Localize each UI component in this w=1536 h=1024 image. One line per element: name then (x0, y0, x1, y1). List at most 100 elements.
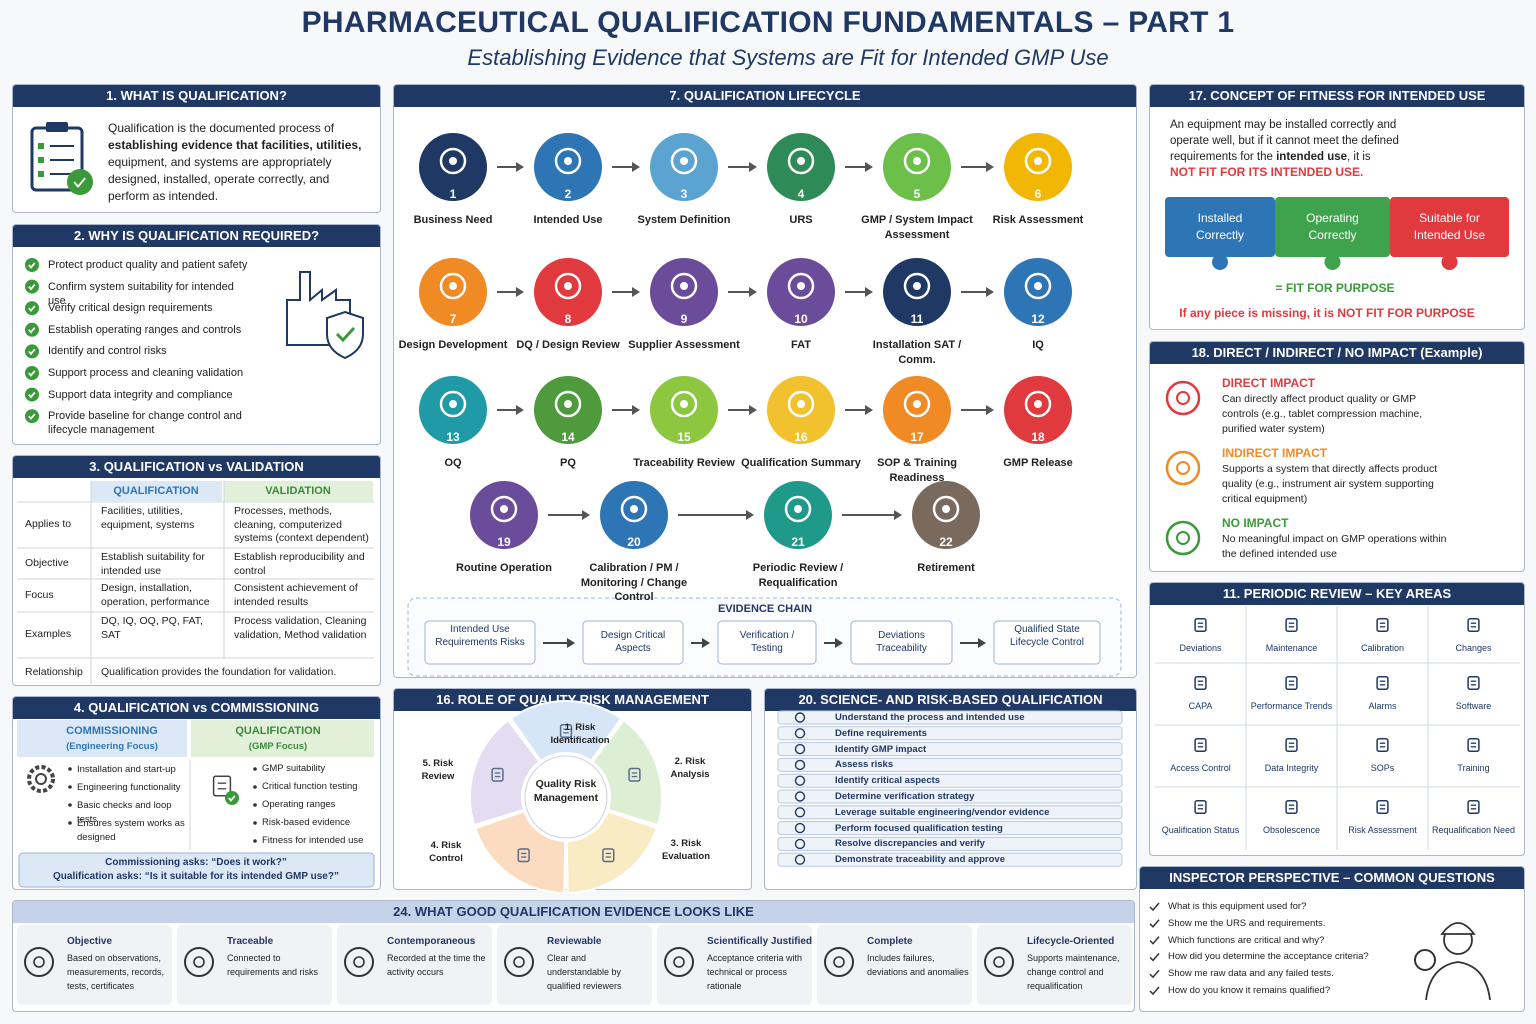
puzzle-label: Operating Correctly (1306, 211, 1359, 242)
step-label: DQ / Design Review (516, 339, 620, 351)
question: Which functions are critical and why? (1168, 934, 1325, 946)
risk-center-label: Quality Risk Management (533, 778, 599, 804)
review-area: Qualification Status (1161, 825, 1240, 835)
why-item: Provide baseline for change control and … (48, 410, 242, 437)
review-area: Obsolescence (1262, 825, 1321, 835)
why-item: Support process and cleaning validation (48, 367, 244, 379)
paragraph: An equipment may be installed correctly … (1170, 117, 1420, 165)
cell: Processes, methods, cleaning, computeriz… (234, 505, 369, 544)
science-item: Assess risks (835, 759, 894, 771)
step-label: Installation SAT / Comm. (872, 339, 962, 366)
science-item: Identify GMP impact (835, 743, 927, 755)
card-text: Acceptance criteria with technical or pr… (707, 953, 803, 991)
question: Show me the URS and requirements. (1168, 917, 1326, 929)
card-heading: Traceable (227, 936, 274, 947)
panel-title: INSPECTOR PERSPECTIVE – COMMON QUESTIONS (1140, 867, 1524, 889)
step-number: 17 (910, 430, 924, 444)
impact-text: Supports a system that directly affects … (1222, 463, 1438, 505)
card-heading: Lifecycle-Oriented (1027, 936, 1115, 947)
step-number: 4 (797, 187, 805, 201)
cell: Qualification provides the foundation fo… (101, 666, 337, 678)
card-text: Connected to requirements and risks (227, 953, 319, 977)
step-label: OQ (444, 457, 462, 469)
chain-item: Deviations Traceability (876, 630, 927, 654)
chain-item: Qualified State Lifecycle Control (1010, 623, 1084, 648)
text-run: Qualification is the documented process … (108, 121, 335, 135)
step-number: 16 (794, 430, 808, 444)
question: How did you determine the acceptance cri… (1168, 951, 1369, 963)
card-text: Supports maintenance, change control and… (1027, 953, 1120, 991)
list-item: Basic checks and loop tests (77, 800, 172, 825)
step-label: Qualification Summary (741, 457, 861, 469)
panel-title: 16. ROLE OF QUALITY RISK MANAGEMENT (394, 689, 751, 711)
step-number: 13 (446, 430, 460, 444)
impact-heading: DIRECT IMPACT (1222, 376, 1316, 390)
review-area: Training (1457, 763, 1490, 773)
row-label: Applies to (25, 518, 72, 530)
panel: 11. PERIODIC REVIEW – KEY AREAS (1149, 582, 1525, 856)
step-number: 6 (1034, 187, 1042, 201)
panel-title: 18. DIRECT / INDIRECT / NO IMPACT (Examp… (1150, 342, 1524, 364)
science-item: Leverage suitable engineering/vendor evi… (835, 806, 1050, 818)
paragraph: Qualification is the documented process … (108, 120, 370, 205)
question: Show me raw data and any failed tests. (1168, 968, 1334, 980)
step-number: 20 (627, 535, 641, 549)
step-label: IQ (1032, 339, 1044, 351)
card-text: Based on observations, measurements, rec… (67, 953, 165, 991)
card-heading: Contemporaneous (387, 936, 476, 947)
list-item: Engineering functionality (77, 782, 181, 793)
step-number: 15 (677, 430, 691, 444)
review-area: Performance Trends (1250, 701, 1333, 711)
review-area: Deviations (1179, 643, 1222, 653)
science-item: Define requirements (835, 727, 927, 739)
cell: Facilities, utilities, equipment, system… (101, 505, 195, 531)
list-item: Operating ranges (262, 799, 336, 810)
why-item: Support data integrity and compliance (48, 388, 233, 401)
cell: Process validation, Cleaning validation,… (234, 615, 367, 641)
step-label: Periodic Review / Requalification (752, 562, 844, 589)
footer-line: Commissioning asks: “Does it work?” (105, 857, 287, 868)
chain-item: Design Critical Aspects (600, 630, 666, 654)
why-item: Establish operating ranges and controls (48, 323, 242, 336)
step-label: Calibration / PM / Monitoring / Change C… (580, 562, 688, 603)
why-item: Protect product quality and patient safe… (48, 259, 248, 271)
step-label: GMP / System Impact Assessment (861, 214, 973, 241)
science-item: Determine verification strategy (835, 791, 975, 802)
conclusion: NOT FIT FOR ITS INTENDED USE. (1170, 165, 1364, 179)
segment-label: 5. Risk Review (421, 758, 455, 782)
column-head: QUALIFICATION (235, 725, 321, 737)
footer-line: Qualification asks: “Is it suitable for … (53, 871, 339, 882)
step-label: Supplier Assessment (628, 339, 740, 351)
step-label: Business Need (413, 214, 493, 226)
cell: Establish suitability for intended use (101, 551, 205, 577)
step-label: SOP & Training Readiness (877, 457, 957, 484)
step-label: Risk Assessment (992, 214, 1084, 226)
cell: Consistent achievement of intended resul… (234, 582, 358, 608)
list-item: Fitness for intended use (262, 835, 364, 846)
review-area: Maintenance (1265, 643, 1318, 653)
column-head: COMMISSIONING (66, 725, 158, 737)
cell: Design, installation, operation, perform… (101, 582, 210, 608)
panel-title: 7. QUALIFICATION LIFECYCLE (394, 85, 1136, 107)
science-item: Perform focused qualification testing (835, 822, 1003, 834)
step-number: 14 (561, 430, 575, 444)
result: = FIT FOR PURPOSE (1275, 281, 1395, 295)
review-area: Changes (1455, 643, 1492, 653)
panel-title: 17. CONCEPT OF FITNESS FOR INTENDED USE (1150, 85, 1524, 107)
impact-heading: INDIRECT IMPACT (1222, 446, 1328, 460)
step-number: 7 (449, 312, 457, 326)
puzzle-label: Suitable for Intended Use (1413, 211, 1486, 242)
chain-item: Intended Use Requirements Risks (435, 623, 525, 648)
list-item: Critical function testing (262, 781, 358, 792)
text-run: , it is (1347, 151, 1371, 163)
segment-label: 4. Risk Control (429, 840, 463, 864)
segment-label: 3. Risk Evaluation (661, 838, 711, 862)
step-number: 8 (564, 312, 572, 326)
text-run: equipment, and systems are appropriately… (108, 155, 332, 203)
text-run: establishing evidence that facilities, u… (108, 138, 362, 152)
step-number: 21 (791, 535, 805, 549)
step-label: Routine Operation (456, 562, 552, 574)
step-label: PQ (560, 457, 576, 469)
panel-title: 11. PERIODIC REVIEW – KEY AREAS (1150, 583, 1524, 605)
